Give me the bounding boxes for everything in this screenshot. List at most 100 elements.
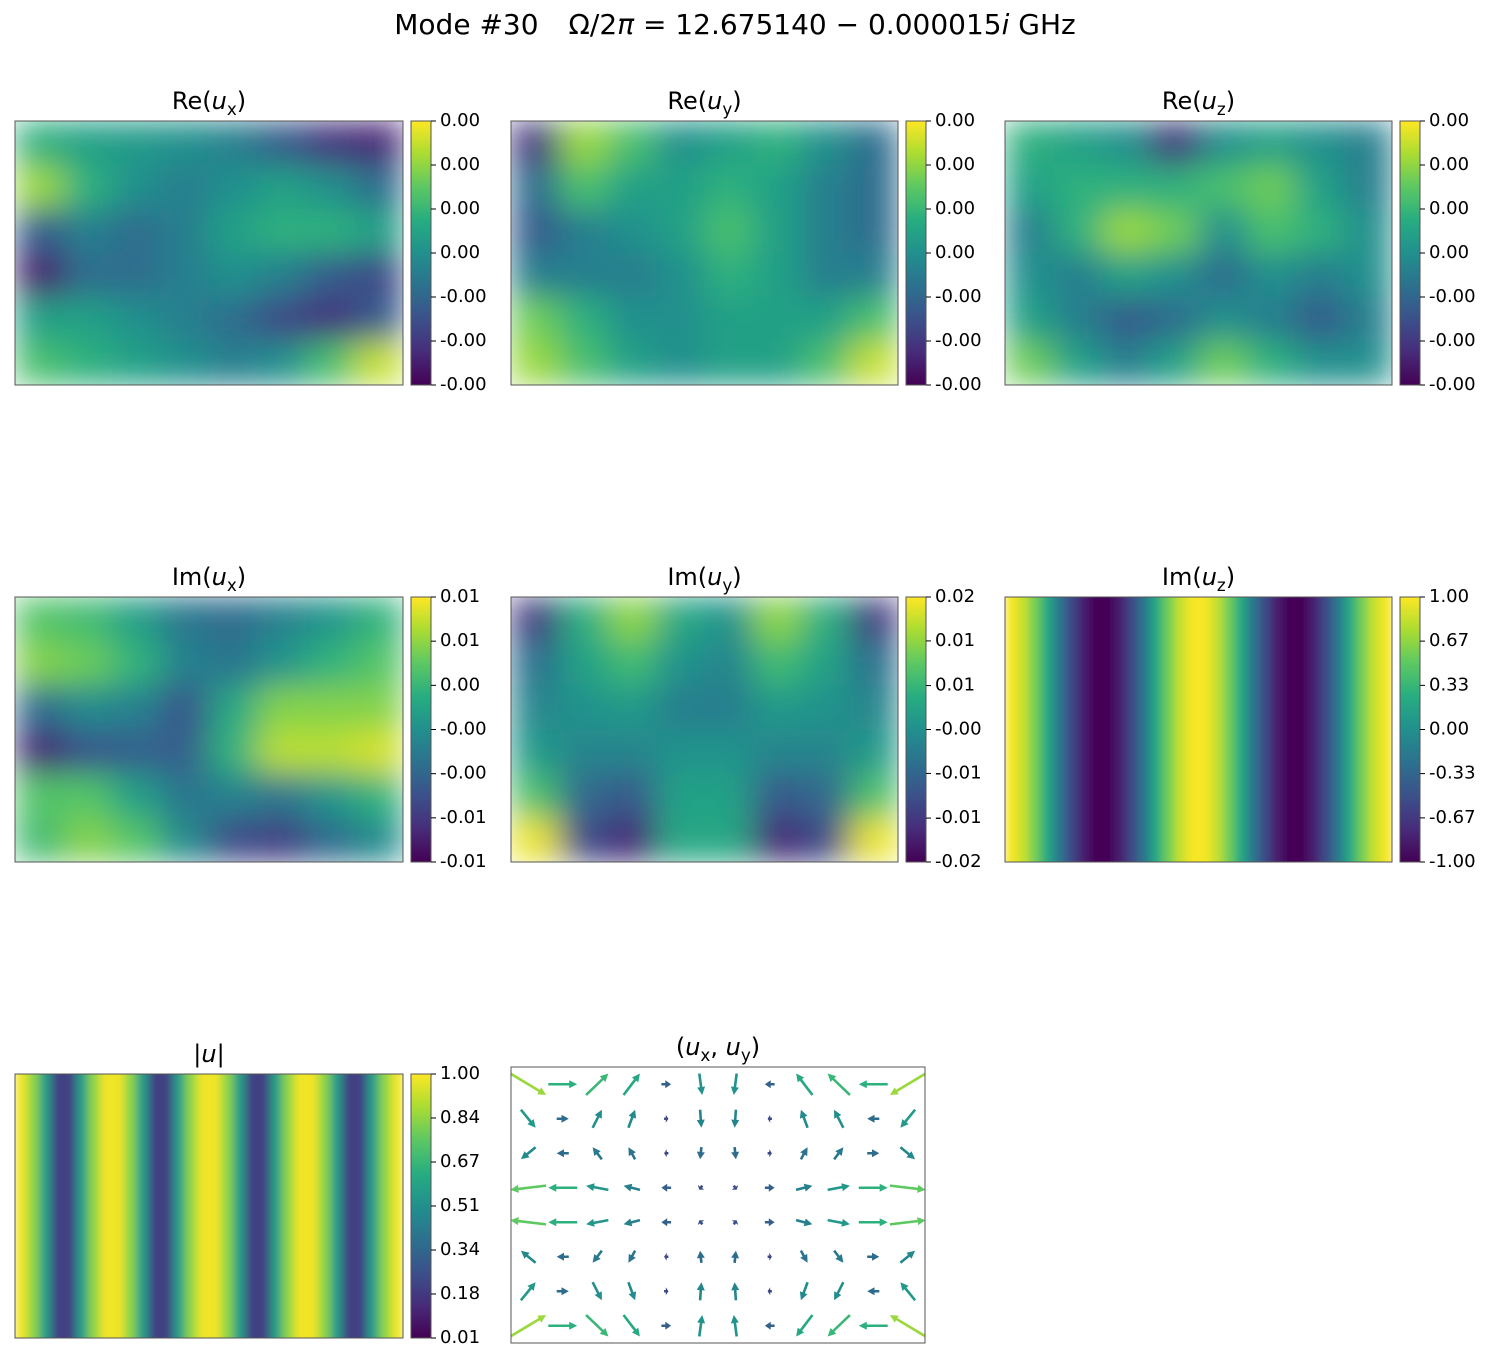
heatmap-cell — [1101, 253, 1151, 298]
heatmap-cell — [1246, 209, 1296, 254]
heatmap-cell — [1150, 297, 1199, 342]
heatmap-cell — [378, 1074, 392, 1339]
heatmap-cell — [1053, 165, 1103, 210]
heatmap-cell — [1343, 341, 1393, 386]
title-part: ) — [1226, 87, 1235, 115]
heatmap-cell — [306, 165, 355, 210]
heatmap-cell — [1150, 253, 1199, 298]
arrow — [586, 1218, 609, 1227]
colorbar-tick-label: -1.00 — [1429, 851, 1476, 872]
heatmap-cell — [559, 685, 609, 730]
plot-frame — [14, 1073, 404, 1339]
heatmap-cell — [1198, 253, 1248, 298]
heatmap-cell — [849, 817, 899, 863]
heatmap-cell — [607, 729, 657, 775]
heatmap-cell — [1246, 597, 1260, 863]
colorbar-tick-label: 0.00 — [440, 198, 480, 219]
arrow — [767, 1114, 772, 1123]
title-part: u — [212, 563, 227, 591]
title-part: ) — [732, 87, 741, 115]
heatmap-cell — [559, 729, 609, 775]
heatmap-cell — [1234, 597, 1248, 863]
colorbar-tick-label: -0.00 — [935, 330, 982, 351]
heatmap-cell — [1198, 121, 1248, 166]
heatmap-cell — [1005, 297, 1054, 342]
heatmap-cell — [1101, 209, 1151, 254]
heatmap-cell — [704, 341, 754, 386]
arrow — [867, 1149, 880, 1158]
colorbar-tick-label: -0.00 — [1429, 286, 1476, 307]
arrow — [858, 1321, 888, 1330]
heatmap-cell — [160, 297, 210, 342]
heatmap-cell — [656, 165, 705, 210]
arrow — [591, 1109, 602, 1129]
heatmap-cell — [51, 1074, 64, 1339]
arrow — [696, 1250, 705, 1263]
arrow — [796, 1073, 814, 1096]
arrow — [664, 1252, 669, 1261]
heatmap-cell — [656, 685, 705, 730]
heatmap-cell — [1150, 597, 1163, 863]
heatmap-cell — [209, 773, 258, 819]
heatmap-cell — [354, 165, 404, 210]
heatmap-cell — [15, 1074, 28, 1339]
heatmap-cell — [1005, 121, 1054, 166]
arrow — [586, 1183, 609, 1192]
heatmap — [15, 121, 404, 386]
heatmap-cell — [1295, 209, 1345, 254]
heatmap-cell — [704, 165, 754, 210]
heatmap-cell — [656, 253, 705, 298]
arrow — [889, 1315, 925, 1338]
heatmap-cell — [63, 817, 113, 863]
arrow — [827, 1183, 850, 1192]
colorbar — [410, 120, 432, 386]
arrow — [867, 1287, 880, 1296]
heatmap-cell — [209, 165, 258, 210]
arrow — [696, 1282, 705, 1301]
heatmap-cell — [1355, 597, 1369, 863]
heatmap-cell — [1065, 597, 1079, 863]
heatmap-cell — [112, 341, 161, 386]
colorbar — [905, 120, 927, 386]
arrow — [556, 1252, 569, 1261]
heatmap-cell — [257, 341, 307, 386]
heatmap-cell — [160, 165, 210, 210]
heatmap-cell — [112, 209, 161, 254]
heatmap-cell — [1283, 597, 1296, 863]
heatmap-cell — [704, 121, 754, 166]
heatmap-cell — [1150, 121, 1199, 166]
heatmap-cell — [1053, 597, 1066, 863]
colorbar-tick-label: 0.00 — [1429, 242, 1469, 263]
arrow — [767, 1149, 772, 1158]
title-part: Ω/2 — [569, 8, 618, 41]
colorbar-tick-label: 0.51 — [440, 1195, 480, 1216]
colorbar-tick-label: 0.33 — [1429, 674, 1469, 695]
heatmap-cell — [1017, 597, 1030, 863]
heatmap-cell — [15, 729, 64, 775]
heatmap-cell — [318, 1074, 331, 1339]
heatmap-cell — [221, 1074, 234, 1339]
heatmap-cell — [281, 1074, 295, 1339]
heatmap-cell — [209, 297, 258, 342]
heatmap-cell — [1053, 121, 1103, 166]
arrow — [664, 1149, 669, 1158]
heatmap-cell — [257, 297, 307, 342]
heatmap-cell — [63, 685, 113, 730]
arrow — [519, 1108, 536, 1128]
heatmap-cell — [1198, 597, 1212, 863]
heatmap-cell — [511, 817, 560, 863]
arrow — [519, 1282, 536, 1302]
arrow — [795, 1183, 813, 1192]
heatmap-cell — [656, 773, 705, 819]
colorbar-tick-label: 0.01 — [935, 675, 975, 696]
heatmap-cell — [1162, 597, 1175, 863]
colorbar-tick-label: 0.01 — [440, 1327, 480, 1348]
heatmap-cell — [656, 297, 705, 342]
heatmap-cell — [15, 597, 64, 642]
heatmap-cell — [849, 773, 899, 819]
heatmap-cell — [306, 341, 355, 386]
heatmap-cell — [63, 253, 113, 298]
arrow — [520, 1250, 537, 1264]
panel-title: Re(ux) — [172, 87, 246, 119]
